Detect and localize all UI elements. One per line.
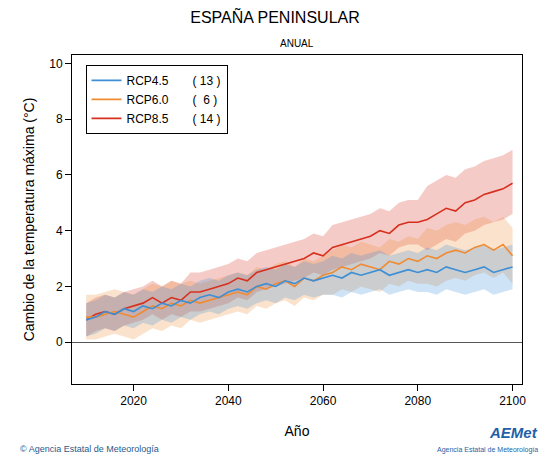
svg-text:10: 10 bbox=[49, 57, 63, 71]
svg-text:ANUAL: ANUAL bbox=[280, 38, 314, 49]
svg-text:6: 6 bbox=[56, 168, 63, 182]
svg-text:2080: 2080 bbox=[404, 394, 431, 408]
svg-text:© Agencia Estatal de Meteorolo: © Agencia Estatal de Meteorología bbox=[20, 444, 159, 454]
svg-text:Cambio de la temperatura máxim: Cambio de la temperatura máxima (°C) bbox=[21, 98, 37, 342]
svg-text:2020: 2020 bbox=[120, 394, 147, 408]
svg-text:ESPAÑA PENINSULAR: ESPAÑA PENINSULAR bbox=[190, 7, 360, 26]
svg-text:2100: 2100 bbox=[499, 394, 526, 408]
svg-text:0: 0 bbox=[56, 335, 63, 349]
svg-text:RCP6.0 ( 6 ): RCP6.0 ( 6 ) bbox=[127, 93, 218, 107]
svg-text:2: 2 bbox=[56, 280, 63, 294]
svg-text:8: 8 bbox=[56, 112, 63, 126]
svg-text:RCP8.5 ( 14 ): RCP8.5 ( 14 ) bbox=[127, 112, 221, 126]
svg-text:2040: 2040 bbox=[215, 394, 242, 408]
svg-text:4: 4 bbox=[56, 224, 63, 238]
svg-text:Año: Año bbox=[285, 423, 310, 439]
svg-text:2060: 2060 bbox=[310, 394, 337, 408]
svg-text:RCP4.5 ( 13 ): RCP4.5 ( 13 ) bbox=[127, 74, 221, 88]
svg-text:AEMet: AEMet bbox=[489, 424, 538, 441]
svg-text:Agencia Estatal de Meteorologí: Agencia Estatal de Meteorología bbox=[437, 446, 538, 454]
